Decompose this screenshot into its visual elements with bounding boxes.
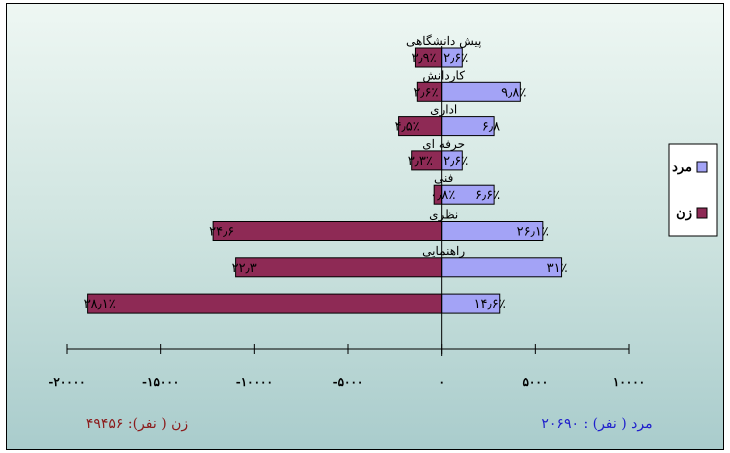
bar-women xyxy=(212,221,443,241)
category-label: پیش دانشگاهی xyxy=(406,34,481,48)
legend-label-women: زن xyxy=(676,206,692,221)
data-label-women: ۳٫۹٪ xyxy=(411,51,436,66)
data-label-men: ۹٫۸٪ xyxy=(501,85,526,100)
data-label-men: ۲٫۶٪ xyxy=(443,51,468,66)
x-tick-label: ۵۰۰۰ xyxy=(522,375,548,389)
legend-swatch-women xyxy=(696,207,708,219)
bar-women xyxy=(235,257,443,278)
legend-swatch-men xyxy=(696,161,708,173)
data-label-men: ۱۴٫۶٪ xyxy=(474,297,506,312)
x-tick-label: -۵۰۰۰ xyxy=(333,375,364,389)
legend: مرد زن xyxy=(668,143,718,237)
data-label-men: ۶٫۶٪ xyxy=(475,188,500,203)
category-label: فنی xyxy=(434,171,453,185)
legend-label-men: مرد xyxy=(672,160,692,175)
category-label: اداری xyxy=(430,103,457,117)
x-tick-label: ۰ xyxy=(438,375,444,389)
category-label: کاردانش xyxy=(422,68,465,82)
data-label-men: ۲٫۶٪ xyxy=(443,154,468,169)
footer-men-total: مرد ( نفر) : ۲۰۶۹۰ xyxy=(541,416,652,432)
data-label-women: ۴٫۵٪ xyxy=(395,120,420,135)
x-tick-label: -۱۵۰۰۰ xyxy=(142,375,179,389)
x-tick-label: -۱۰۰۰۰ xyxy=(236,375,273,389)
x-tick-label: ۱۰۰۰۰ xyxy=(613,375,645,389)
chart-frame: ۳٫۹٪ ۲٫۶٪ پیش دانشگاهی ۲٫۶٪ ۹٫۸٪ کاردانش ۴٫۵٪ ۶… xyxy=(6,3,724,450)
category-label: راهنمایی xyxy=(422,244,465,258)
population-pyramid-chart: ۳٫۹٪ ۲٫۶٪ پیش دانشگاهی ۲٫۶٪ ۹٫۸٪ کاردانش ۴٫۵٪ ۶… xyxy=(48,34,718,432)
data-label-men: ۳۱٪ xyxy=(547,261,568,276)
category-label: نظری xyxy=(429,208,458,222)
bar-men xyxy=(441,257,563,278)
data-label-women: ۳٫۳٪ xyxy=(408,154,433,169)
legend-box xyxy=(668,143,718,237)
data-label-men: ۶٫۸ xyxy=(482,120,500,135)
category-label: حرفه ای xyxy=(422,137,465,151)
data-label-women: ۲۴٫۶ xyxy=(209,225,234,240)
data-label-women: ۲٫۶٪ xyxy=(413,85,438,100)
footer-women-total: زن ( نفر): ۴۹۴۵۶ xyxy=(86,416,188,432)
data-label-women: ۲۲٫۳ xyxy=(232,261,257,276)
bar-women xyxy=(87,293,443,314)
data-label-women: ۳۸٫۱٪ xyxy=(84,297,116,312)
data-label-men: ۲۶٫۱٪ xyxy=(517,225,549,240)
x-tick-label: -۲۰۰۰۰ xyxy=(48,375,85,389)
data-label-women: ۰٫۸٪ xyxy=(430,188,455,203)
